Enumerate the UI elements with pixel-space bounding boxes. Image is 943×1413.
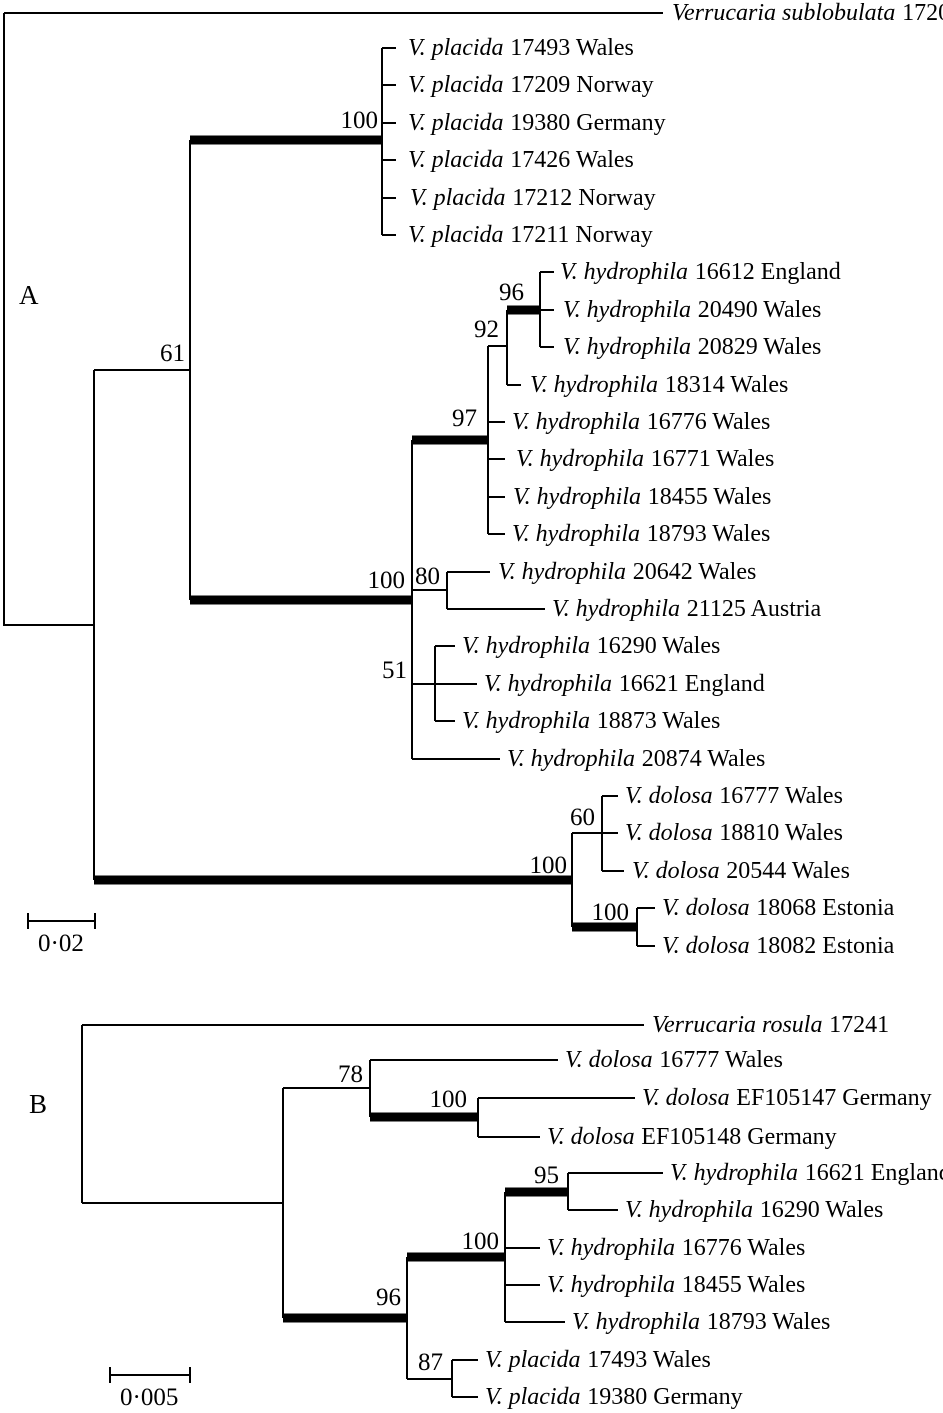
support-a-placida: 100 xyxy=(340,107,379,134)
taxon-a-placida-17209: V. placida 17209 Norway xyxy=(408,72,654,98)
taxon-a-hydrophila-21125: V. hydrophila 21125 Austria xyxy=(552,596,822,622)
taxon-b-placida-19380: V. placida 19380 Germany xyxy=(485,1384,743,1410)
taxon-a-hydrophila-18793: V. hydrophila 18793 Wales xyxy=(512,521,771,547)
support-a-node92: 92 xyxy=(474,316,499,343)
taxon-b-hydrophila-16621: V. hydrophila 16621 England xyxy=(670,1160,943,1186)
support-a-node97: 97 xyxy=(452,405,477,432)
support-b-dolosa: 100 xyxy=(429,1086,468,1113)
support-a-node60: 60 xyxy=(570,804,595,831)
taxon-b-dolosa-ef105147: V. dolosa EF105147 Germany xyxy=(642,1085,932,1111)
taxon-a-hydrophila-18873: V. hydrophila 18873 Wales xyxy=(462,708,721,734)
support-b-node87: 87 xyxy=(418,1349,443,1376)
taxon-b-dolosa-16777: V. dolosa 16777 Wales xyxy=(565,1047,783,1073)
taxon-a-hydrophila-16621: V. hydrophila 16621 England xyxy=(484,671,765,697)
taxon-b-dolosa-ef105148: V. dolosa EF105148 Germany xyxy=(547,1124,837,1150)
support-a-estonia: 100 xyxy=(591,899,630,926)
panel-b-label: B xyxy=(29,1089,48,1119)
tree-b-branches xyxy=(81,1024,663,1398)
support-a-hydrophila: 100 xyxy=(367,567,406,594)
support-b-node96: 96 xyxy=(376,1284,401,1311)
taxon-a-hydrophila-16290: V. hydrophila 16290 Wales xyxy=(462,633,721,659)
scale-bar-a xyxy=(27,913,96,929)
taxon-a-outgroup-sublobulata: Verrucaria sublobulata17206 xyxy=(672,0,943,26)
support-b-node78: 78 xyxy=(338,1061,363,1088)
taxon-b-hydrophila-16776: V. hydrophila 16776 Wales xyxy=(547,1235,806,1261)
taxon-a-hydrophila-20642: V. hydrophila 20642 Wales xyxy=(498,559,757,585)
taxon-b-placida-17493: V. placida 17493 Wales xyxy=(485,1347,711,1373)
taxon-b-hydrophila-18793: V. hydrophila 18793 Wales xyxy=(572,1309,831,1335)
support-a-node51: 51 xyxy=(382,657,407,684)
support-a-dolosa: 100 xyxy=(529,852,568,879)
taxon-b-outgroup-rosula: Verrucaria rosula 17241 xyxy=(652,1012,890,1038)
taxon-a-placida-19380: V. placida 19380 Germany xyxy=(408,110,666,136)
support-b-hydrophila: 100 xyxy=(461,1228,500,1255)
taxon-a-placida-17493: V. placida 17493 Wales xyxy=(408,35,634,61)
scale-b-label: 0·005 xyxy=(120,1384,179,1411)
taxon-a-dolosa-16777: V. dolosa 16777 Wales xyxy=(625,783,843,809)
taxon-a-placida-17212: V. placida 17212 Norway xyxy=(410,185,656,211)
taxon-b-hydrophila-18455: V. hydrophila 18455 Wales xyxy=(547,1272,806,1298)
taxon-a-dolosa-18082: V. dolosa 18082 Estonia xyxy=(662,933,895,959)
panel-a-label: A xyxy=(19,280,39,310)
taxon-a-hydrophila-16612: V. hydrophila 16612 England xyxy=(560,259,841,285)
taxon-a-hydrophila-16776: V. hydrophila 16776 Wales xyxy=(512,409,771,435)
taxon-a-dolosa-18810: V. dolosa 18810 Wales xyxy=(625,820,843,846)
taxon-a-placida-17426: V. placida 17426 Wales xyxy=(408,147,634,173)
taxon-b-hydrophila-16290: V. hydrophila 16290 Wales xyxy=(625,1197,884,1223)
scale-bar-b xyxy=(109,1367,191,1383)
taxon-a-dolosa-18068: V. dolosa 18068 Estonia xyxy=(662,895,895,921)
scale-a-label: 0·02 xyxy=(38,930,84,957)
support-a-node80: 80 xyxy=(415,563,440,590)
support-b-node95: 95 xyxy=(534,1162,559,1189)
taxon-a-hydrophila-20829: V. hydrophila 20829 Wales xyxy=(563,334,822,360)
taxon-a-placida-17211: V. placida 17211 Norway xyxy=(408,222,653,248)
taxon-a-hydrophila-18455: V. hydrophila 18455 Wales xyxy=(513,484,772,510)
taxon-a-hydrophila-20874: V. hydrophila 20874 Wales xyxy=(507,746,766,772)
taxon-a-hydrophila-18314: V. hydrophila 18314 Wales xyxy=(530,372,789,398)
taxon-a-dolosa-20544: V. dolosa 20544 Wales xyxy=(632,858,850,884)
support-a-node96: 96 xyxy=(499,279,524,306)
taxon-a-hydrophila-20490: V. hydrophila 20490 Wales xyxy=(563,297,822,323)
tree-a-branches xyxy=(3,12,663,947)
taxon-a-hydrophila-16771: V. hydrophila 16771 Wales xyxy=(516,446,775,472)
support-a-node61: 61 xyxy=(160,340,185,367)
